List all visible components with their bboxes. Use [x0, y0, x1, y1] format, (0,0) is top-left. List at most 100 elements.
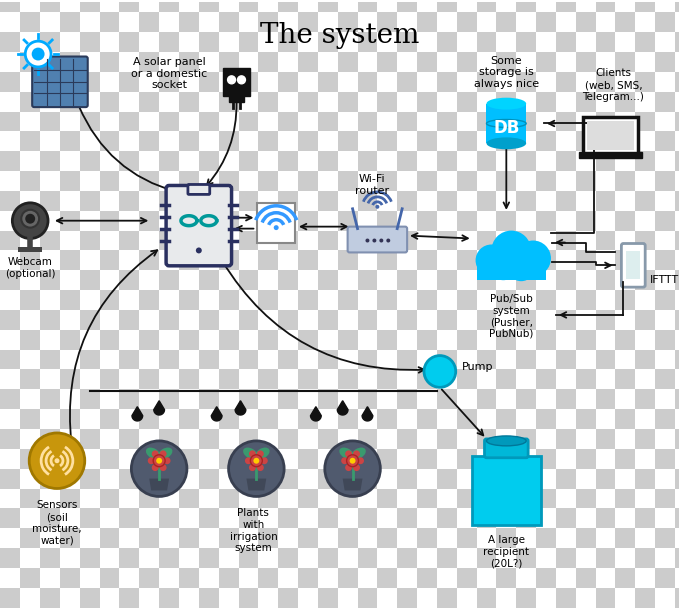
Bar	[397, 429, 417, 449]
Bar	[21, 310, 40, 330]
Bar	[516, 409, 536, 429]
Bar	[497, 330, 516, 350]
Bar	[358, 52, 378, 72]
Bar	[516, 32, 536, 52]
Circle shape	[249, 464, 256, 471]
Bar	[179, 171, 199, 191]
Bar	[536, 131, 556, 151]
Bar	[318, 231, 338, 251]
Ellipse shape	[486, 137, 526, 149]
Circle shape	[12, 203, 48, 239]
Bar	[378, 587, 397, 608]
Bar	[40, 92, 60, 112]
Bar	[378, 52, 397, 72]
Bar	[159, 0, 179, 12]
Bar	[655, 528, 675, 548]
Bar	[318, 131, 338, 151]
Bar	[358, 0, 378, 12]
Bar	[616, 548, 635, 568]
Bar	[457, 191, 477, 211]
Bar	[536, 568, 556, 587]
Bar	[140, 251, 159, 270]
Bar	[239, 429, 259, 449]
Bar	[417, 568, 437, 587]
Circle shape	[341, 458, 348, 464]
Bar	[497, 32, 516, 52]
Bar	[457, 370, 477, 389]
Bar	[437, 489, 457, 508]
Bar	[556, 429, 576, 449]
Bar	[100, 528, 120, 548]
Bar	[80, 429, 100, 449]
Bar	[278, 191, 298, 211]
Bar	[120, 92, 140, 112]
Bar	[40, 409, 60, 429]
Bar	[516, 231, 536, 251]
Bar	[219, 32, 239, 52]
Bar	[477, 528, 497, 548]
Bar	[596, 0, 616, 12]
Circle shape	[491, 231, 531, 270]
Bar	[259, 350, 278, 370]
Bar	[536, 0, 556, 12]
Bar	[576, 370, 596, 389]
Bar	[497, 0, 516, 12]
Bar	[219, 528, 239, 548]
Bar	[358, 528, 378, 548]
Bar	[397, 290, 417, 310]
Text: The system: The system	[260, 23, 419, 49]
Bar	[675, 0, 684, 12]
Bar	[60, 131, 80, 151]
Bar	[239, 112, 259, 131]
Bar	[21, 370, 40, 389]
Bar	[120, 72, 140, 91]
Bar	[259, 92, 278, 112]
Bar	[60, 171, 80, 191]
Bar	[675, 92, 684, 112]
Bar	[358, 489, 378, 508]
Bar	[596, 350, 616, 370]
Bar	[278, 449, 298, 468]
Ellipse shape	[486, 436, 526, 446]
Bar	[80, 310, 100, 330]
Bar	[100, 290, 120, 310]
Bar	[1, 370, 21, 389]
Circle shape	[257, 464, 264, 471]
Bar	[80, 528, 100, 548]
Bar	[40, 270, 60, 290]
Bar	[378, 0, 397, 12]
Ellipse shape	[351, 448, 366, 459]
Bar	[159, 429, 179, 449]
Bar	[199, 12, 219, 32]
Bar	[378, 151, 397, 171]
Bar	[675, 449, 684, 468]
Bar	[497, 389, 516, 409]
Bar	[536, 449, 556, 468]
Bar	[437, 548, 457, 568]
Bar	[397, 131, 417, 151]
Bar	[457, 92, 477, 112]
Bar	[159, 131, 179, 151]
Bar	[596, 568, 616, 587]
Bar	[675, 429, 684, 449]
Bar	[477, 131, 497, 151]
Bar	[278, 528, 298, 548]
Bar	[576, 389, 596, 409]
Bar	[616, 12, 635, 32]
Bar	[457, 131, 477, 151]
Bar	[140, 131, 159, 151]
Bar	[80, 290, 100, 310]
Bar	[80, 508, 100, 528]
Polygon shape	[343, 479, 363, 490]
Bar	[497, 231, 516, 251]
Bar	[417, 131, 437, 151]
Text: A large
recipient
(20L?): A large recipient (20L?)	[484, 535, 529, 569]
Bar	[616, 211, 635, 231]
Bar	[120, 171, 140, 191]
Bar	[477, 112, 497, 131]
Bar	[675, 489, 684, 508]
Bar	[278, 270, 298, 290]
Bar	[655, 151, 675, 171]
Bar	[259, 330, 278, 350]
Bar	[397, 489, 417, 508]
